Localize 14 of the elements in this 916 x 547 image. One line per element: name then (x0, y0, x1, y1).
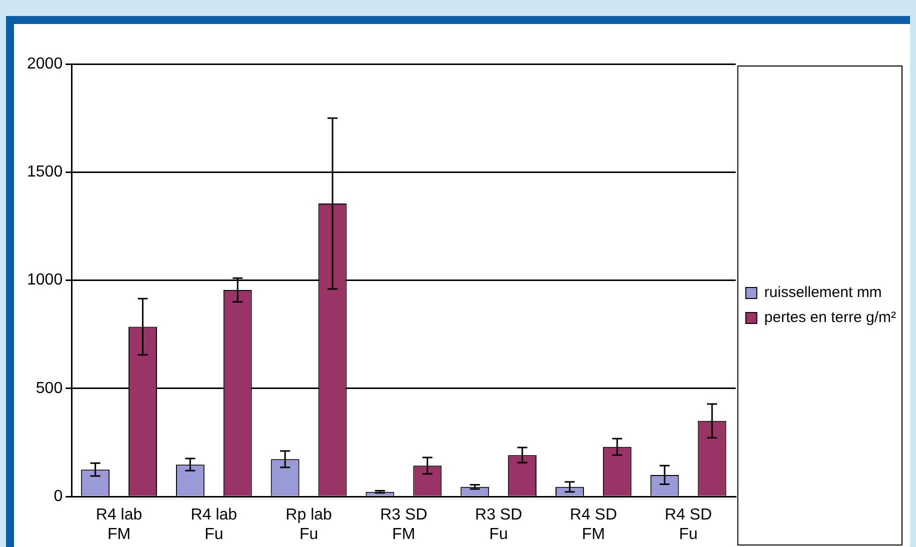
x-tick-label: R4 SD FM (570, 506, 618, 543)
y-tick-label: 500 (36, 380, 63, 397)
x-tick-label: R4 lab Fu (190, 506, 238, 543)
legend-label: pertes en terre g/m² (764, 309, 896, 326)
x-tick-label: R3 SD Fu (475, 506, 522, 543)
y-tick-label: 1000 (27, 272, 63, 289)
y-tick-label: 0 (54, 488, 63, 506)
y-tick-label: 2000 (27, 55, 63, 72)
y-tick-label: 1500 (27, 164, 63, 181)
x-tick-label: Rp lab Fu (286, 506, 332, 543)
x-tick-label: R4 SD Fu (664, 506, 712, 543)
x-tick-label: R4 lab FM (96, 506, 142, 543)
x-tick-label: R3 SD FM (380, 506, 428, 543)
legend-label: ruissellement mm (764, 284, 882, 302)
